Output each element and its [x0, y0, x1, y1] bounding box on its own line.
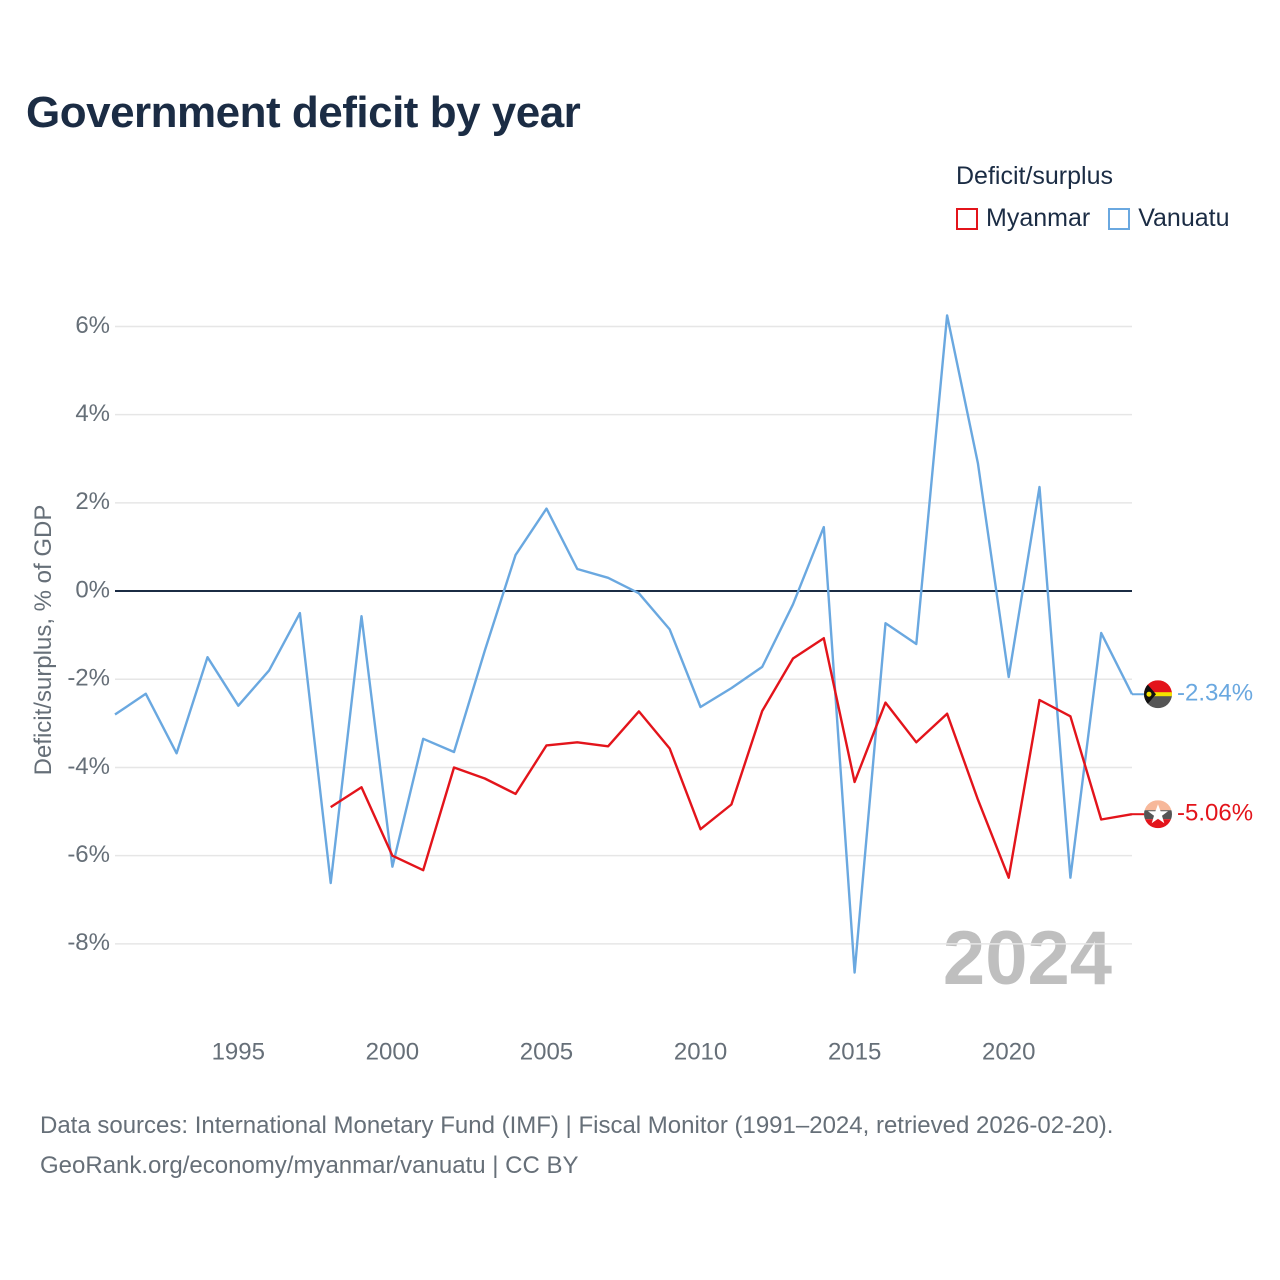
legend-swatch-vanuatu — [1108, 207, 1131, 230]
x-tick-label: 2000 — [366, 1038, 419, 1065]
legend-item-vanuatu[interactable]: Vanuatu — [1108, 204, 1229, 233]
y-axis-label: Deficit/surplus, % of GDP — [30, 505, 57, 776]
y-tick-label: 4% — [75, 400, 110, 427]
series-lines — [114, 314, 1144, 974]
x-tick-label: 2005 — [520, 1038, 573, 1065]
end-label-vanuatu: -2.34% — [1177, 680, 1253, 707]
footer: Data sources: International Monetary Fun… — [40, 1106, 1113, 1186]
footer-sources: Data sources: International Monetary Fun… — [40, 1112, 1114, 1139]
x-tick-label: 2015 — [828, 1038, 881, 1065]
y-tick-label: 2% — [75, 488, 110, 515]
series-line-vanuatu[interactable] — [114, 314, 1134, 974]
y-tick-label: -8% — [67, 929, 110, 956]
y-tick-label: 0% — [75, 576, 110, 603]
end-markers — [1144, 680, 1172, 829]
series-line-myanmar[interactable] — [330, 637, 1133, 879]
y-tick-label: -4% — [67, 753, 110, 780]
legend: Myanmar Vanuatu — [956, 204, 1247, 233]
end-label-myanmar: -5.06% — [1177, 800, 1253, 827]
legend-label-myanmar: Myanmar — [986, 204, 1091, 232]
y-axis-ticks: 6% 4% 2% 0% -2% -4% -6% -8% — [67, 312, 110, 956]
flag-marker-myanmar — [1144, 800, 1172, 829]
gridlines — [115, 325, 1132, 945]
legend-item-myanmar[interactable]: Myanmar — [956, 204, 1090, 233]
x-tick-label: 2010 — [674, 1038, 727, 1065]
x-tick-label: 1995 — [212, 1038, 265, 1065]
y-tick-label: 6% — [75, 312, 110, 339]
footer-link[interactable]: GeoRank.org/economy/myanmar/vanuatu | CC… — [40, 1152, 579, 1179]
legend-title: Deficit/surplus — [956, 162, 1113, 190]
y-tick-label: -2% — [67, 665, 110, 692]
watermark-year: 2024 — [943, 916, 1112, 1001]
line-chart: 2024 6% 4% 2% 0% -2% -4% -6% -8% 1995 2000 2005 20… — [30, 312, 1253, 1066]
flag-marker-vanuatu — [1144, 680, 1172, 709]
legend-label-vanuatu: Vanuatu — [1138, 204, 1230, 232]
x-tick-label: 2020 — [982, 1038, 1035, 1065]
legend-swatch-myanmar — [956, 207, 978, 230]
y-tick-label: -6% — [67, 841, 110, 868]
x-axis-ticks: 1995 2000 2005 2010 2015 2020 — [212, 1038, 1036, 1065]
chart-title: Government deficit by year — [26, 88, 581, 137]
